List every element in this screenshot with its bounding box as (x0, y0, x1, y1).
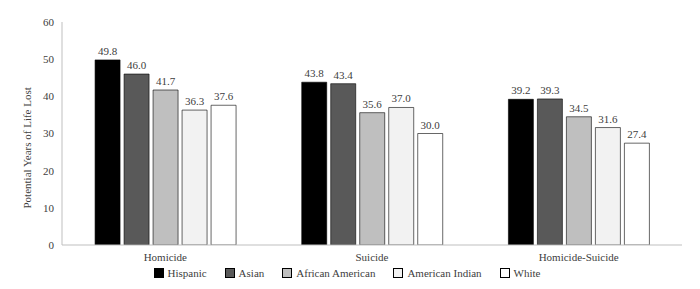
svg-text:49.8: 49.8 (98, 45, 118, 57)
svg-text:50: 50 (43, 53, 55, 65)
svg-text:43.8: 43.8 (305, 67, 325, 79)
svg-text:37.6: 37.6 (214, 90, 234, 102)
svg-text:31.6: 31.6 (598, 113, 618, 125)
svg-text:39.2: 39.2 (511, 84, 530, 96)
svg-text:Potential Years of Life Lost: Potential Years of Life Lost (21, 87, 33, 208)
svg-text:36.3: 36.3 (185, 95, 205, 107)
svg-text:60: 60 (43, 16, 55, 28)
svg-text:35.6: 35.6 (363, 98, 383, 110)
svg-text:37.0: 37.0 (392, 92, 412, 104)
svg-text:34.5: 34.5 (569, 102, 589, 114)
html-text:White: White (513, 267, 541, 279)
svg-text:30: 30 (43, 127, 55, 139)
svg-text:39.3: 39.3 (540, 84, 560, 96)
svg-text:Homicide-Suicide: Homicide-Suicide (539, 251, 619, 263)
svg-text:10: 10 (43, 202, 55, 214)
svg-text:46.0: 46.0 (127, 59, 147, 71)
svg-text:30.0: 30.0 (421, 119, 441, 131)
svg-text:Suicide: Suicide (356, 251, 389, 263)
svg-text:41.7: 41.7 (156, 75, 176, 87)
svg-text:20: 20 (43, 165, 55, 177)
html-text:American Indian: American Indian (407, 267, 482, 279)
svg-text:43.4: 43.4 (334, 69, 354, 81)
html-text:Hispanic: Hispanic (167, 267, 207, 279)
svg-text:0: 0 (49, 239, 55, 251)
svg-text:27.4: 27.4 (627, 128, 647, 140)
html-text:Asian: Asian (238, 267, 265, 279)
svg-text:Homicide: Homicide (144, 251, 187, 263)
svg-text:40: 40 (43, 90, 55, 102)
html-text:African American: African American (296, 267, 376, 279)
